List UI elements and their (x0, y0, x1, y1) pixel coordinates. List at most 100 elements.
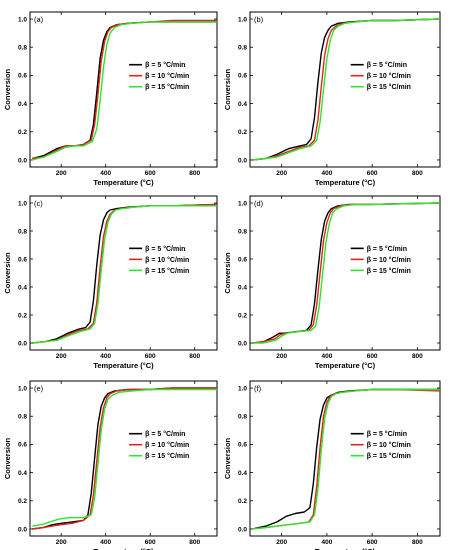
y-axis-title: Conversion (223, 68, 232, 110)
y-tick-label: 0.6 (18, 256, 27, 263)
y-tick-label: 0.8 (18, 228, 27, 235)
x-tick-label: 600 (367, 353, 378, 360)
legend-label: β = 5 °C/min (367, 245, 407, 253)
panel-1: 200 400 600 800 0.0 0.2 0.4 0.6 0.8 1.0 Temperatur… (3, 11, 218, 187)
x-tick-label: 200 (276, 353, 287, 360)
y-tick-label: 0.4 (18, 284, 27, 291)
y-tick-label: 1.0 (238, 385, 247, 392)
legend-label: β = 10 °C/min (367, 72, 411, 80)
x-tick-label: 200 (276, 170, 287, 177)
y-tick-label: 0.4 (18, 470, 27, 477)
legend-label: β = 10 °C/min (145, 256, 189, 264)
plot-frame (249, 11, 441, 168)
series-line-2 (252, 18, 441, 161)
x-tick-label: 800 (189, 353, 200, 360)
x-tick-label: 400 (321, 170, 332, 177)
y-axis-title: Conversion (223, 437, 232, 479)
x-tick-label: 400 (321, 353, 332, 360)
y-tick-label: 0.2 (18, 312, 27, 319)
series-line-2 (252, 202, 441, 344)
x-axis-title: Temperature (°C) (315, 178, 376, 187)
plot-frame (29, 195, 218, 351)
panel-label: (f) (254, 384, 262, 393)
y-tick-label: 0.6 (238, 256, 247, 263)
x-tick-label: 400 (100, 170, 111, 177)
x-tick-label: 600 (367, 539, 378, 546)
series-line-2 (252, 388, 441, 530)
x-axis-title: Temperature (°C) (315, 361, 376, 370)
panel-label: (c) (34, 199, 43, 208)
x-tick-label: 800 (189, 539, 200, 546)
plot-frame (29, 11, 218, 168)
series-line-3 (32, 21, 217, 161)
x-tick-label: 800 (189, 170, 200, 177)
y-tick-label: 0.8 (18, 414, 27, 421)
y-tick-label: 1.0 (18, 16, 27, 23)
y-axis-title: Conversion (3, 437, 12, 479)
y-tick-label: 0.8 (18, 45, 27, 52)
x-tick-label: 800 (412, 353, 423, 360)
plot-frame (249, 380, 441, 537)
y-tick-label: 0.8 (238, 45, 247, 52)
x-tick-label: 200 (56, 170, 67, 177)
legend-label: β = 10 °C/min (367, 256, 411, 264)
y-tick-label: 0.0 (238, 157, 247, 164)
y-tick-label: 0.6 (18, 73, 27, 80)
x-axis-title: Temperature (°C) (315, 547, 376, 550)
panel-label: (a) (34, 15, 44, 24)
legend-label: β = 5 °C/min (145, 245, 185, 253)
panel-label: (e) (34, 384, 44, 393)
y-tick-label: 0.2 (238, 129, 247, 136)
legend-label: β = 5 °C/min (145, 61, 185, 69)
series-line-1 (252, 18, 441, 161)
legend-label: β = 15 °C/min (145, 267, 189, 275)
panel-6: 200 400 600 800 0.0 0.2 0.4 0.6 0.8 1.0 Temperatur… (223, 380, 441, 550)
legend-label: β = 5 °C/min (367, 430, 407, 438)
series-line-3 (252, 388, 440, 530)
panel-4: 200 400 600 800 0.0 0.2 0.4 0.6 0.8 1.0 Temperatur… (223, 195, 441, 370)
panel-label: (b) (254, 15, 264, 24)
legend-label: β = 5 °C/min (367, 61, 407, 69)
y-tick-label: 0.2 (18, 498, 27, 505)
x-tick-label: 400 (321, 539, 332, 546)
panel-label: (d) (254, 199, 264, 208)
y-axis-title: Conversion (3, 68, 12, 110)
x-tick-label: 600 (145, 353, 156, 360)
y-tick-label: 0.2 (238, 498, 247, 505)
plot-frame (29, 380, 218, 537)
x-tick-label: 600 (145, 539, 156, 546)
x-tick-label: 400 (100, 539, 111, 546)
x-axis-title: Temperature (°C) (93, 178, 154, 187)
x-tick-label: 600 (145, 170, 156, 177)
x-tick-label: 800 (412, 170, 423, 177)
y-axis-title: Conversion (223, 252, 232, 294)
y-tick-label: 1.0 (18, 385, 27, 392)
y-tick-label: 0.8 (238, 228, 247, 235)
legend-label: β = 10 °C/min (145, 441, 189, 449)
y-tick-label: 0.6 (238, 442, 247, 449)
y-tick-label: 0.4 (18, 101, 27, 108)
y-tick-label: 0.0 (18, 526, 27, 533)
y-tick-label: 0.0 (18, 340, 27, 347)
legend-label: β = 15 °C/min (367, 83, 411, 91)
legend-label: β = 15 °C/min (367, 452, 411, 460)
series-line-3 (252, 202, 441, 344)
y-tick-label: 0.8 (238, 414, 247, 421)
panel-5: 200 400 600 800 0.0 0.2 0.4 0.6 0.8 1.0 Temperatur… (3, 380, 218, 550)
y-tick-label: 0.0 (18, 157, 27, 164)
panel-2: 200 400 600 800 0.0 0.2 0.4 0.6 0.8 1.0 Temperatur… (223, 11, 441, 187)
legend-label: β = 10 °C/min (145, 72, 189, 80)
legend-label: β = 15 °C/min (367, 267, 411, 275)
y-tick-label: 0.6 (18, 442, 27, 449)
plot-frame (249, 195, 441, 351)
y-tick-label: 0.0 (238, 340, 247, 347)
y-tick-label: 0.4 (238, 101, 247, 108)
x-tick-label: 400 (100, 353, 111, 360)
panel-3: 200 400 600 800 0.0 0.2 0.4 0.6 0.8 1.0 Temperatur… (3, 195, 218, 370)
y-tick-label: 0.4 (238, 470, 247, 477)
y-tick-label: 0.2 (238, 312, 247, 319)
series-line-2 (32, 387, 217, 530)
series-line-3 (32, 388, 217, 527)
y-tick-label: 1.0 (18, 200, 27, 207)
